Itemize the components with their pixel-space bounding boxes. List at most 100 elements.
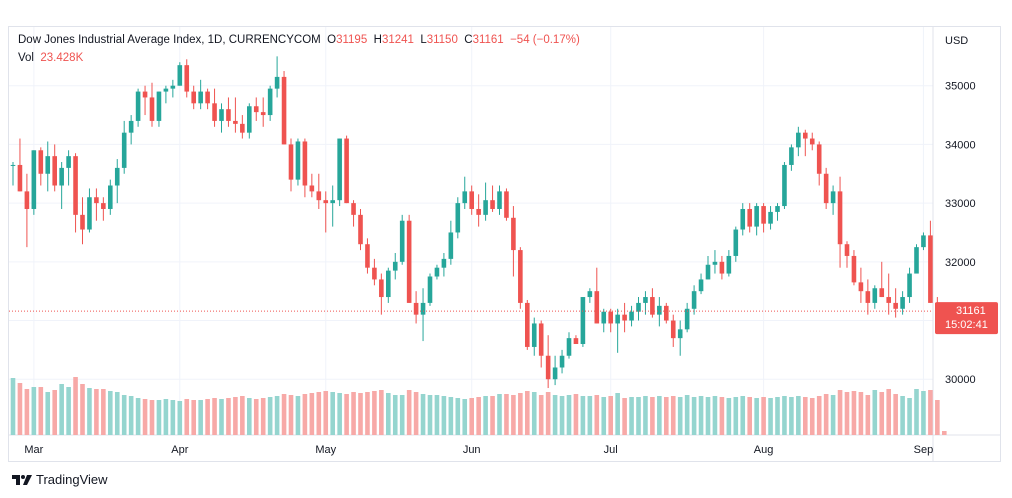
candle-body: [108, 185, 113, 209]
candle-body: [441, 258, 447, 268]
candle-body: [712, 261, 718, 265]
candle: [636, 297, 641, 321]
candle: [698, 273, 704, 295]
time-tick-label: Mar: [24, 444, 43, 456]
volume-bar: [636, 397, 641, 435]
volume-bar: [198, 400, 203, 435]
volume-bar: [177, 401, 183, 435]
time-tick-label: Sep: [914, 444, 934, 456]
volume-bar: [803, 397, 808, 435]
candle: [295, 138, 301, 186]
candle-body: [184, 65, 190, 92]
volume-bar: [622, 398, 627, 435]
price-axis[interactable]: USD3000031000320003300034000350003116115…: [935, 35, 998, 386]
candle-body: [893, 302, 898, 309]
candle-body: [309, 185, 315, 192]
candle-body: [323, 200, 329, 204]
candle: [872, 285, 878, 309]
volume-bar: [121, 395, 127, 435]
candle-body: [260, 112, 266, 116]
candle-body: [914, 247, 919, 274]
chart-frame[interactable]: [8, 26, 1001, 462]
candle-body: [399, 220, 405, 262]
volume-bar: [240, 396, 245, 435]
candle: [830, 185, 836, 215]
candle: [233, 97, 238, 133]
volume-bar: [726, 398, 732, 435]
candle: [650, 288, 655, 318]
volume-bar: [73, 377, 78, 435]
price-tick-label: 34000: [945, 139, 976, 151]
candle-body: [851, 255, 857, 283]
candle-body: [427, 276, 433, 303]
volume-bar: [149, 400, 155, 435]
candle-body: [149, 97, 155, 121]
candle-body: [163, 88, 169, 92]
candle-body: [302, 141, 308, 186]
candle-body: [552, 367, 558, 380]
symbol-title[interactable]: Dow Jones Industrial Average Index, 1D, …: [18, 34, 321, 46]
candle-body: [274, 76, 280, 89]
volume-bar: [615, 393, 620, 435]
candle: [219, 103, 224, 133]
candle: [274, 56, 280, 98]
candle: [629, 305, 634, 327]
volume-bar: [399, 395, 405, 435]
candle-body: [858, 282, 864, 292]
volume-bar: [580, 396, 586, 435]
low-value: 31150: [426, 34, 458, 46]
candle-body: [921, 235, 926, 248]
volume-bar: [712, 396, 718, 435]
volume-bar: [427, 395, 433, 435]
candle-body: [267, 88, 273, 116]
volume-bar: [330, 392, 335, 435]
candle-body: [601, 311, 607, 324]
volume-bar: [608, 396, 613, 435]
candle: [907, 267, 912, 303]
volume-bar: [156, 400, 162, 435]
volume-bar: [212, 398, 217, 435]
candle: [260, 97, 266, 127]
volume-bar: [518, 393, 523, 435]
volume-bar: [789, 397, 794, 435]
candle-body: [698, 279, 704, 292]
candle-body: [351, 203, 356, 215]
volume-bar: [552, 395, 558, 435]
candle: [399, 214, 405, 265]
candle: [135, 88, 141, 127]
candle-body: [379, 279, 384, 298]
candle: [921, 232, 926, 251]
candle-body: [865, 291, 871, 303]
candle: [170, 79, 176, 98]
candle-body: [128, 120, 134, 133]
candle-body: [392, 261, 398, 271]
candle: [803, 129, 808, 157]
volume-bar: [45, 392, 51, 435]
candle-body: [413, 302, 419, 315]
volume-bar: [87, 388, 92, 435]
candle: [796, 126, 801, 157]
volume-bar: [830, 395, 836, 435]
candle: [677, 320, 683, 356]
candle-body: [886, 297, 891, 303]
volume-bar: [24, 389, 30, 435]
time-axis[interactable]: Mar Apr May Jun Jul Aug Sep: [24, 444, 933, 456]
candle: [594, 267, 600, 324]
volume-bar: [761, 397, 766, 435]
tradingview-branding[interactable]: TradingView: [12, 472, 108, 487]
volume-bar: [664, 397, 669, 435]
candle: [497, 185, 502, 215]
candle: [316, 173, 322, 209]
candle-body: [768, 211, 773, 224]
candle-body: [719, 261, 725, 274]
candle: [212, 88, 217, 127]
candle-body: [900, 297, 905, 309]
candle-body: [94, 197, 99, 204]
candle-body: [670, 320, 676, 339]
volume-bar: [38, 387, 44, 435]
volume-bar: [865, 395, 871, 435]
time-tick-label: May: [315, 444, 336, 456]
candle-body: [747, 208, 752, 227]
candle-body: [844, 244, 850, 256]
